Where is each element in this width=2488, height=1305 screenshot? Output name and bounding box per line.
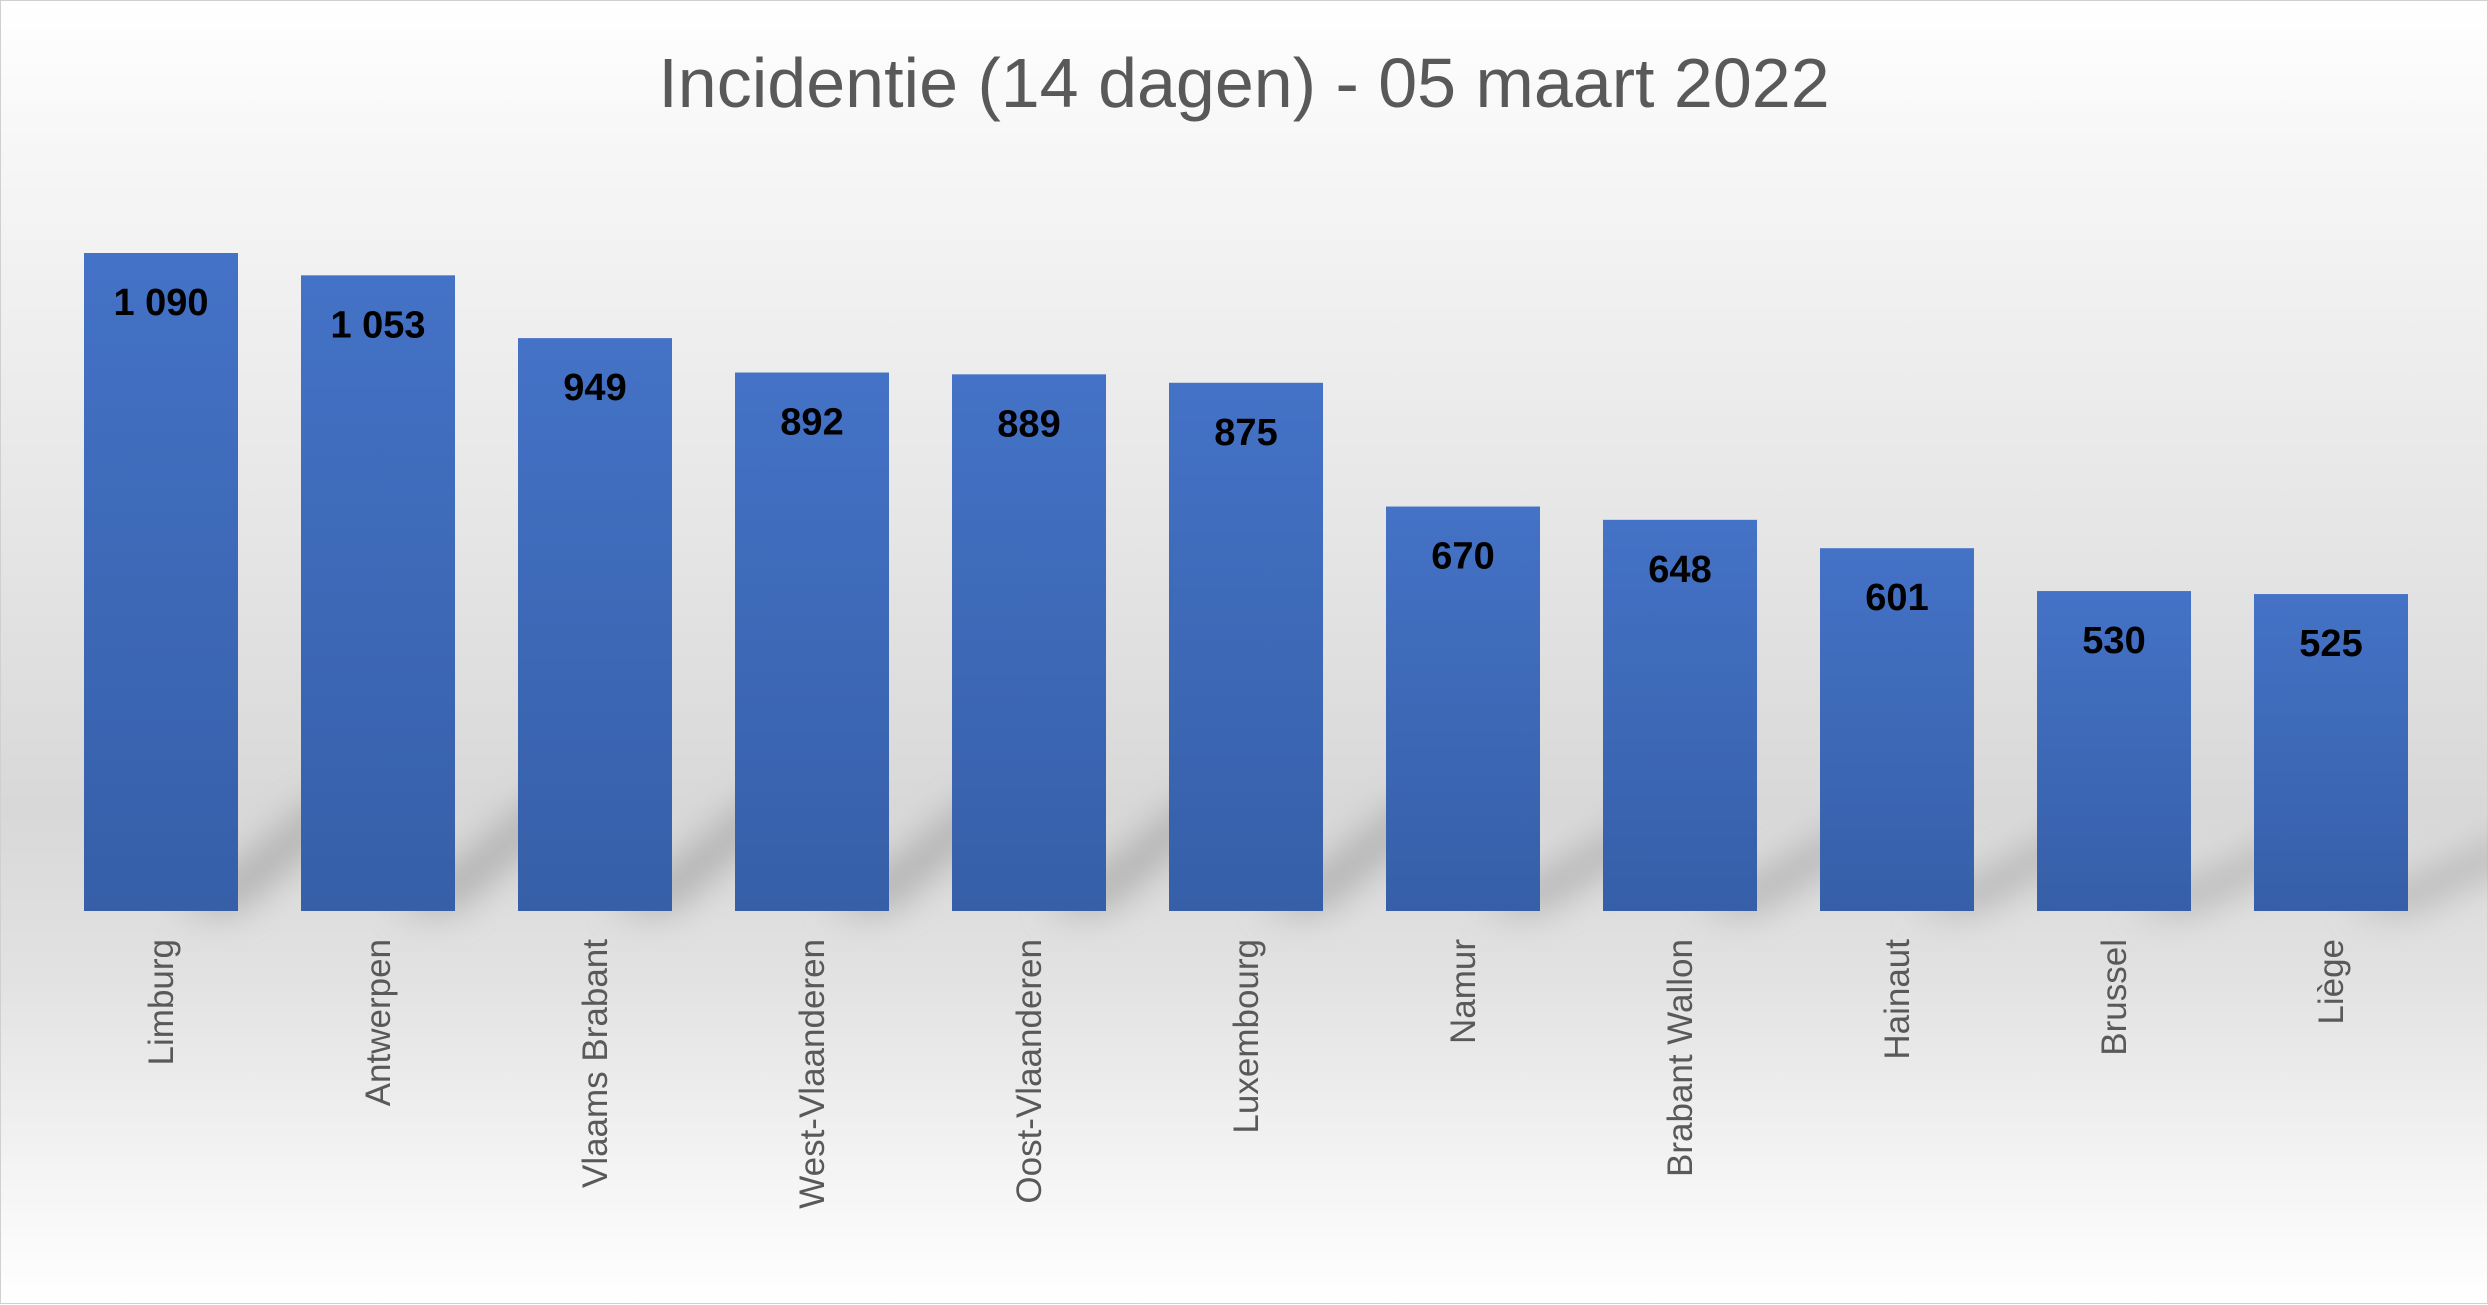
bar-antwerpen xyxy=(301,275,455,911)
category-label: West-Vlaanderen xyxy=(793,939,832,1209)
category-label: Liège xyxy=(2312,939,2351,1025)
bar-hainaut xyxy=(1820,548,1974,911)
bar-west-vlaanderen xyxy=(735,372,889,911)
data-label: 1 053 xyxy=(330,304,425,346)
data-label: 525 xyxy=(2299,623,2362,665)
data-label: 648 xyxy=(1648,549,1711,591)
data-label: 892 xyxy=(780,402,843,444)
bar-vlaams-brabant xyxy=(518,338,672,911)
bar-limburg xyxy=(84,253,238,911)
category-label: Brussel xyxy=(2095,939,2134,1056)
bar-luxembourg xyxy=(1169,382,1323,911)
data-label: 875 xyxy=(1214,412,1277,454)
bar-oost-vlaanderen xyxy=(952,374,1106,911)
category-label: Namur xyxy=(1444,939,1483,1044)
category-label: Brabant Wallon xyxy=(1661,939,1700,1177)
category-label: Limburg xyxy=(142,939,181,1065)
category-label: Antwerpen xyxy=(359,939,398,1106)
data-label: 601 xyxy=(1865,577,1928,619)
data-label: 530 xyxy=(2082,620,2145,662)
chart-title: Incidentie (14 dagen) - 05 maart 2022 xyxy=(658,44,1830,122)
bar-brussel xyxy=(2037,591,2191,911)
category-label: Luxembourg xyxy=(1227,939,1266,1134)
data-label: 670 xyxy=(1431,536,1494,578)
category-label: Oost-Vlaanderen xyxy=(1010,939,1049,1204)
data-label: 889 xyxy=(997,403,1060,445)
bar-li-ge xyxy=(2254,594,2408,911)
data-label: 1 090 xyxy=(113,282,208,324)
bar-brabant-wallon xyxy=(1603,519,1757,911)
category-label: Hainaut xyxy=(1878,939,1917,1060)
category-label: Vlaams Brabant xyxy=(576,939,615,1188)
data-label: 949 xyxy=(563,367,626,409)
bar-namur xyxy=(1386,506,1540,911)
bar-shadow xyxy=(2346,846,2488,911)
